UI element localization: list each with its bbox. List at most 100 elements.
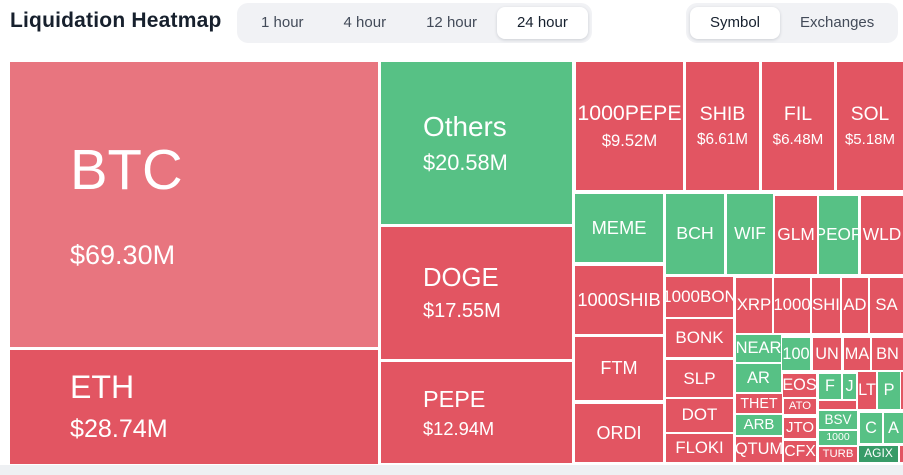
cell-label: MEME bbox=[591, 216, 647, 238]
cell-label: LT bbox=[858, 381, 876, 400]
treemap-cell-turb[interactable]: TURB bbox=[819, 447, 857, 462]
treemap-cell-agix[interactable]: AGIX bbox=[859, 446, 898, 462]
treemap-cell-1000bon[interactable]: 1000BON bbox=[666, 277, 733, 317]
treemap-cell-glm[interactable]: GLM bbox=[775, 196, 817, 274]
treemap-cell-j[interactable]: J bbox=[843, 374, 856, 399]
cell-value: $12.94M bbox=[423, 418, 495, 440]
tab-4-hour[interactable]: 4 hour bbox=[324, 7, 407, 39]
cell-label: EOS bbox=[783, 376, 816, 395]
treemap-cell-cfx[interactable]: CFX bbox=[784, 441, 816, 462]
cell-label: WLD bbox=[862, 224, 902, 245]
cell-label: UN bbox=[815, 344, 839, 363]
cell-value: $28.74M bbox=[70, 415, 168, 444]
cell-label: PEOP bbox=[819, 224, 858, 245]
cell-label: 1000PEPE bbox=[577, 100, 682, 125]
treemap-cell-wld[interactable]: WLD bbox=[861, 196, 903, 274]
tab-symbol[interactable]: Symbol bbox=[690, 7, 781, 39]
treemap-cell-100[interactable]: 100 bbox=[782, 338, 810, 370]
treemap-cell-ordi[interactable]: ORDI bbox=[575, 404, 663, 462]
treemap-cell-arb[interactable]: ARB bbox=[736, 415, 782, 435]
tab-exchanges[interactable]: Exchanges bbox=[780, 7, 894, 39]
cell-label: 100 bbox=[782, 344, 810, 363]
cell-value: $6.61M bbox=[696, 130, 749, 148]
cell-label: NEAR bbox=[736, 339, 781, 358]
cell-label: XRP bbox=[736, 295, 772, 315]
treemap-cell-p[interactable]: P bbox=[878, 372, 900, 409]
treemap-cell-unlabeled[interactable] bbox=[901, 372, 903, 409]
treemap-cell-1000[interactable]: 1000 bbox=[774, 278, 810, 333]
treemap-cell-bonk[interactable]: BONK bbox=[666, 319, 733, 357]
cell-label: TURB bbox=[822, 448, 854, 461]
treemap-cell-xrp[interactable]: XRP bbox=[736, 278, 772, 333]
treemap-cell-shib[interactable]: SHIB $6.61M bbox=[686, 62, 759, 190]
treemap-cell-a[interactable]: A bbox=[884, 413, 903, 443]
tab-24-hour[interactable]: 24 hour bbox=[496, 7, 588, 39]
cell-value: $20.58M bbox=[423, 149, 508, 175]
cell-label: C bbox=[865, 418, 877, 437]
treemap-cell-jto[interactable]: JTO bbox=[784, 418, 816, 438]
treemap-cell-1000[interactable]: 1000 bbox=[819, 431, 857, 445]
cell-label: DOGE bbox=[423, 263, 499, 292]
treemap-cell-bch[interactable]: BCH bbox=[666, 194, 724, 274]
treemap-cell-ad[interactable]: AD bbox=[842, 278, 868, 333]
cell-label: Others bbox=[423, 111, 507, 143]
treemap-cell-1000pepe[interactable]: 1000PEPE $9.52M bbox=[576, 62, 683, 190]
treemap-cell-1000shib[interactable]: 1000SHIB bbox=[575, 266, 663, 334]
cell-label: AR bbox=[747, 368, 770, 387]
cell-label: THET bbox=[740, 395, 778, 412]
cell-label: SHIB bbox=[699, 102, 746, 125]
treemap-cell-ato[interactable]: ATO bbox=[784, 399, 816, 414]
treemap-cell-dot[interactable]: DOT bbox=[666, 399, 733, 432]
treemap-cell-lt[interactable]: LT bbox=[858, 372, 876, 409]
cell-label: ORDI bbox=[596, 422, 642, 443]
treemap-cell-qtum[interactable]: QTUM bbox=[736, 437, 782, 462]
treemap-cell-bsv[interactable]: BSV bbox=[819, 411, 857, 429]
treemap-cell-meme[interactable]: MEME bbox=[575, 194, 663, 262]
treemap-cell-ma[interactable]: MA bbox=[844, 338, 870, 370]
view-mode-tabs: Symbol Exchanges bbox=[686, 3, 899, 43]
treemap-cell-shi[interactable]: SHI bbox=[812, 278, 840, 333]
treemap-cell-others[interactable]: Others $20.58M bbox=[381, 62, 572, 224]
cell-label: 1000BON bbox=[666, 287, 733, 307]
treemap-cell-ftm[interactable]: FTM bbox=[575, 337, 663, 400]
treemap-cell-slp[interactable]: SLP bbox=[666, 360, 733, 397]
tab-1-hour[interactable]: 1 hour bbox=[241, 7, 324, 39]
cell-label: FTM bbox=[600, 358, 638, 379]
treemap-cell-btc[interactable]: BTC $69.30M bbox=[10, 62, 378, 347]
treemap-cell-fil[interactable]: FIL $6.48M bbox=[762, 62, 834, 190]
cell-value: $69.30M bbox=[70, 240, 176, 271]
cell-label: 1000 bbox=[826, 431, 850, 444]
treemap-cell-ar[interactable]: AR bbox=[736, 364, 781, 392]
treemap-cell-bn[interactable]: BN bbox=[872, 338, 903, 370]
treemap-cell-sol[interactable]: SOL $5.18M bbox=[837, 62, 903, 190]
cell-label: FIL bbox=[783, 102, 813, 125]
cell-value: $5.18M bbox=[844, 130, 896, 148]
treemap-cell-c[interactable]: C bbox=[860, 413, 882, 443]
cell-label: GLM bbox=[777, 224, 815, 245]
cell-value: $17.55M bbox=[423, 300, 501, 323]
cell-label: BCH bbox=[676, 223, 714, 244]
treemap-cell-floki[interactable]: FLOKI bbox=[666, 434, 733, 462]
treemap-cell-unlabeled[interactable] bbox=[819, 401, 856, 409]
cell-label: 1000SHIB bbox=[577, 288, 661, 310]
treemap-cell-f[interactable]: F bbox=[819, 374, 841, 399]
treemap-cell-un[interactable]: UN bbox=[813, 338, 841, 370]
treemap-cell-eth[interactable]: ETH $28.74M bbox=[10, 350, 378, 464]
treemap-cell-peop[interactable]: PEOP bbox=[819, 196, 858, 274]
treemap-cell-unlabeled[interactable] bbox=[900, 446, 903, 462]
treemap-cell-eos[interactable]: EOS bbox=[783, 374, 816, 397]
cell-label: J bbox=[845, 377, 854, 396]
cell-label: SLP bbox=[683, 368, 716, 388]
cell-label: SA bbox=[875, 295, 898, 315]
treemap-cell-sa[interactable]: SA bbox=[870, 278, 903, 333]
treemap-cell-pepe[interactable]: PEPE $12.94M bbox=[381, 362, 572, 463]
tab-12-hour[interactable]: 12 hour bbox=[406, 7, 497, 39]
treemap-cell-doge[interactable]: DOGE $17.55M bbox=[381, 227, 572, 359]
cell-label: FLOKI bbox=[675, 437, 724, 457]
treemap-cell-near[interactable]: NEAR bbox=[736, 335, 781, 362]
treemap-cell-thet[interactable]: THET bbox=[736, 394, 782, 413]
treemap-cell-wif[interactable]: WIF bbox=[727, 194, 773, 274]
cell-label: AGIX bbox=[864, 446, 893, 461]
cell-label: MA bbox=[844, 344, 870, 363]
cell-label: BN bbox=[876, 344, 899, 363]
